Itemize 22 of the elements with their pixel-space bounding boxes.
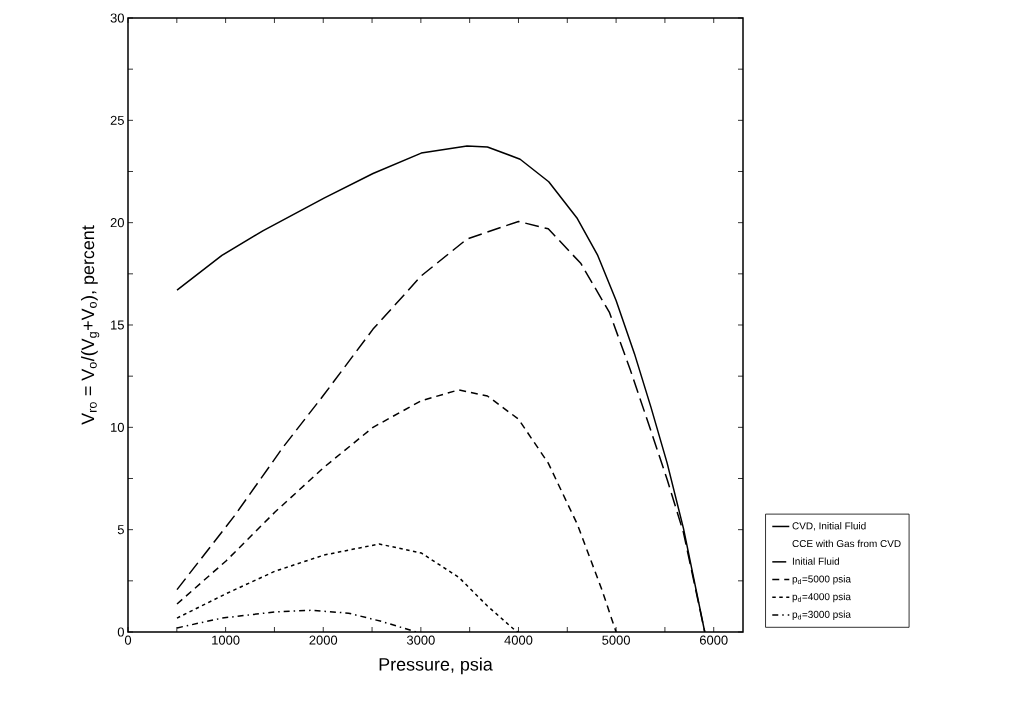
x-axis-title: Pressure, psia [379, 657, 493, 675]
legend-label: p$_{d}$=3000 psia [792, 610, 851, 620]
legend-title: CCE with Gas from CVD [792, 539, 901, 548]
y-tick-label: 20 [110, 218, 124, 228]
x-tick-label: 6000 [699, 635, 728, 645]
y-tick-label: 15 [111, 320, 124, 330]
y-tick-label: 30 [110, 13, 124, 23]
legend-label: Initial Fluid [792, 557, 839, 565]
y-tick-label: 5 [117, 525, 124, 535]
x-tick-label: 4000 [504, 635, 533, 645]
x-tick-label: 5000 [602, 635, 630, 645]
legend-label: p$_{d}$=4000 psia [792, 592, 851, 603]
x-tick-label: 2000 [309, 635, 338, 645]
y-tick-label: 0 [117, 627, 124, 637]
y-tick-label: 10 [111, 422, 124, 432]
x-tick-label: 3000 [406, 635, 435, 645]
x-tick-label: 0 [124, 635, 132, 645]
y-tick-label: 25 [110, 115, 124, 125]
legend-label: CVD, Initial Fluid [792, 522, 866, 531]
legend-label: p$_{d}$=5000 psia [792, 575, 851, 585]
text: V$_{ro}$ = V$_{o}$/(V$_{g}$+V$_{o}$), percent [81, 225, 100, 425]
x-tick-label: 1000 [212, 635, 240, 645]
